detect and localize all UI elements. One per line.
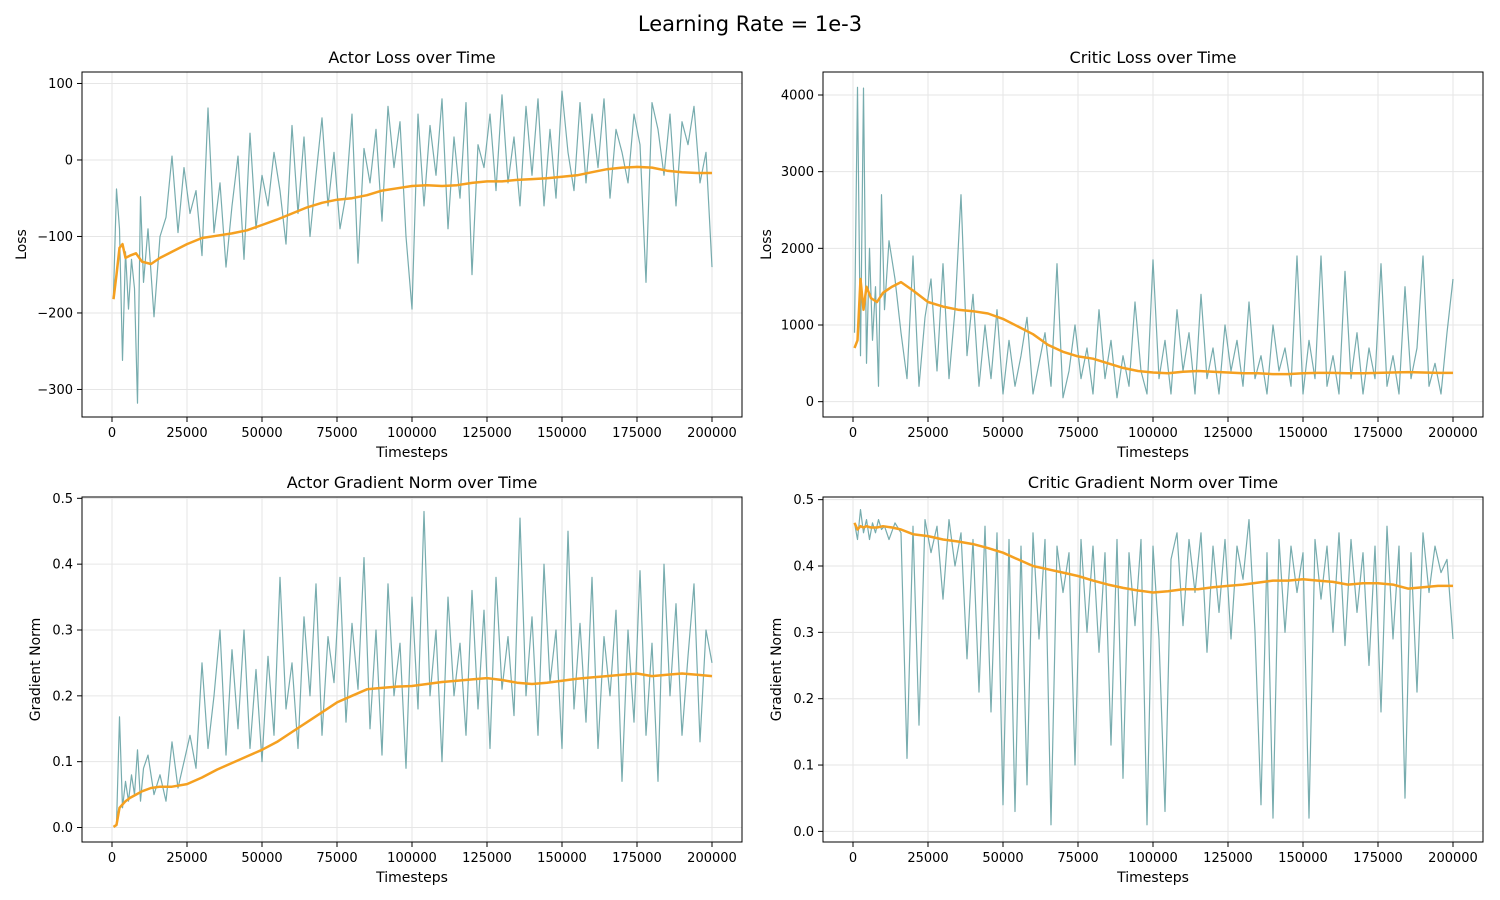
figure-title: Learning Rate = 1e-3 [637,12,863,36]
critic-loss-xtick-label: 150000 [1278,426,1328,441]
actor-loss-xtick-label: 0 [108,426,116,441]
actor-gradient-norm-ytick-label: 0.1 [52,755,73,770]
actor-loss-xtick-label: 50000 [241,426,282,441]
actor-loss-xtick-label: 175000 [612,426,662,441]
critic-loss-ytick-label: 0 [806,395,814,410]
actor-loss-ytick-label: 100 [48,77,73,92]
actor-gradient-norm-xtick-label: 25000 [166,851,207,866]
actor-loss-xtick-label: 100000 [387,426,437,441]
actor-loss-xtick-label: 75000 [316,426,357,441]
actor-loss-smoothed-series-line [112,165,712,300]
critic-loss-xtick-label: 75000 [1057,426,1098,441]
critic-gradient-norm-ytick-label: 0.5 [793,493,814,508]
actor-loss-xtick-label: 150000 [537,426,587,441]
critic-loss-ytick-label: 3000 [781,165,814,180]
actor-gradient-norm-ytick-label: 0.3 [52,623,73,638]
actor-gradient-norm-yaxis-label: Gradient Norm [28,618,44,722]
actor-gradient-norm-raw-series-line [113,510,713,827]
actor-loss-title: Actor Loss over Time [328,48,495,67]
actor-loss-ytick-label: −300 [37,383,73,398]
actor-loss-ytick-label: −200 [37,306,73,321]
critic-loss-xtick-label: 0 [849,426,857,441]
critic-gradient-norm-ytick-label: 0.2 [793,692,814,707]
critic-gradient-norm-xtick-label: 25000 [907,851,948,866]
actor-gradient-norm-xtick-label: 0 [108,851,116,866]
critic-gradient-norm-xtick-label: 100000 [1128,851,1178,866]
critic-gradient-norm-xaxis-label: Timesteps [1116,870,1189,886]
critic-loss-xtick-label: 100000 [1128,426,1178,441]
critic-loss-raw-series-line [853,86,1454,399]
critic-gradient-norm-smoothed-series-line [853,522,1453,594]
actor-gradient-norm-ytick-label: 0.0 [52,821,73,836]
actor-loss-raw-series-line [112,90,713,404]
actor-loss-xaxis-label: Timesteps [375,445,448,461]
critic-loss-smoothed-series-line [853,277,1453,376]
critic-loss-xtick-label: 25000 [907,426,948,441]
critic-loss-xtick-label: 200000 [1428,426,1478,441]
critic-loss-ytick-label: 2000 [781,242,814,257]
critic-gradient-norm-xtick-label: 50000 [982,851,1023,866]
critic-gradient-norm-ytick-label: 0.1 [793,759,814,774]
critic-gradient-norm-ytick-label: 0.0 [793,825,814,840]
actor-loss-panel: 0 25000 50000 75000 100000 125000 150000 175000… [14,48,743,461]
actor-gradient-norm-ytick-label: 0.2 [52,689,73,704]
critic-loss-title: Critic Loss over Time [1070,48,1237,67]
actor-loss-xtick-label: 200000 [687,426,737,441]
actor-gradient-norm-xtick-label: 75000 [316,851,357,866]
critic-loss-ytick-label: 4000 [781,89,814,104]
critic-loss-ytick-label: 1000 [781,319,814,334]
critic-gradient-norm-title: Critic Gradient Norm over Time [1028,473,1278,492]
actor-gradient-norm-xtick-label: 150000 [537,851,587,866]
actor-gradient-norm-title: Actor Gradient Norm over Time [287,473,538,492]
critic-loss-xtick-label: 50000 [982,426,1023,441]
actor-gradient-norm-xtick-label: 125000 [462,851,512,866]
actor-gradient-norm-xtick-label: 200000 [687,851,737,866]
critic-gradient-norm-xtick-label: 0 [849,851,857,866]
critic-loss-panel: 0 25000 50000 75000 100000 125000 150000 175000… [759,48,1484,461]
actor-loss-yaxis-label: Loss [14,229,30,260]
critic-gradient-norm-ytick-label: 0.4 [793,560,814,575]
critic-loss-xaxis-label: Timesteps [1116,445,1189,461]
actor-loss-xtick-label: 125000 [462,426,512,441]
critic-gradient-norm-xtick-label: 175000 [1353,851,1403,866]
actor-gradient-norm-xtick-label: 50000 [241,851,282,866]
critic-gradient-norm-xtick-label: 75000 [1057,851,1098,866]
critic-gradient-norm-yaxis-label: Gradient Norm [769,618,785,722]
critic-gradient-norm-ytick-label: 0.3 [793,626,814,641]
critic-gradient-norm-xtick-label: 150000 [1278,851,1328,866]
critic-loss-yaxis-label: Loss [759,229,775,260]
actor-gradient-norm-xtick-label: 100000 [387,851,437,866]
actor-gradient-norm-ytick-label: 0.5 [52,492,73,507]
critic-gradient-norm-raw-series-line [853,509,1454,826]
critic-gradient-norm-panel: 0 25000 50000 75000 100000 125000 150000 175000… [769,473,1484,886]
actor-gradient-norm-xaxis-label: Timesteps [375,870,448,886]
actor-loss-xtick-label: 25000 [166,426,207,441]
critic-gradient-norm-xtick-label: 200000 [1428,851,1478,866]
actor-gradient-norm-panel: 0 25000 50000 75000 100000 125000 150000 175000… [28,473,743,886]
actor-gradient-norm-ytick-label: 0.4 [52,558,73,573]
critic-loss-xtick-label: 125000 [1203,426,1253,441]
actor-loss-ytick-label: −100 [37,230,73,245]
critic-gradient-norm-xtick-label: 125000 [1203,851,1253,866]
critic-loss-xtick-label: 175000 [1353,426,1403,441]
actor-gradient-norm-xtick-label: 175000 [612,851,662,866]
actor-loss-ytick-label: 0 [65,153,73,168]
actor-gradient-norm-smoothed-series-line [112,672,713,828]
